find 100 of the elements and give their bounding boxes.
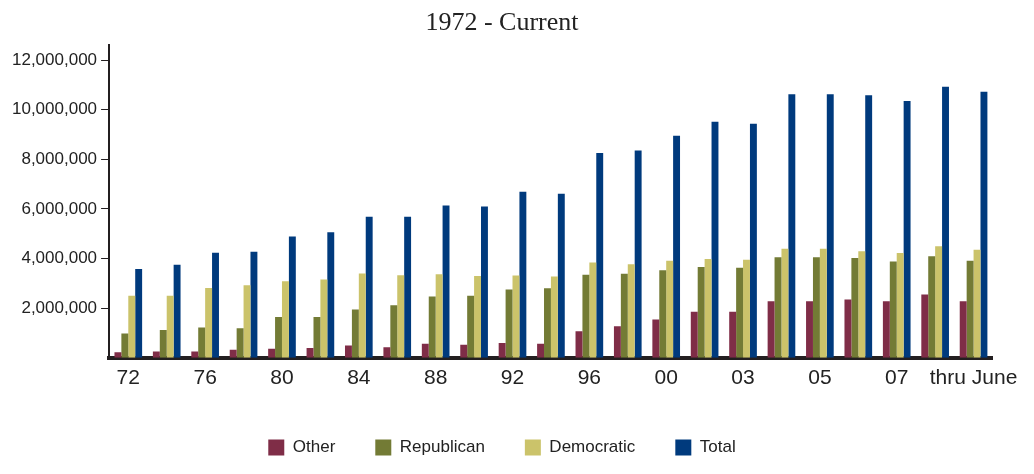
bar	[135, 268, 143, 358]
bar	[959, 301, 967, 358]
bar	[596, 153, 604, 358]
bar	[121, 333, 129, 358]
bar	[788, 94, 796, 358]
bar	[690, 311, 698, 358]
bar	[550, 276, 558, 358]
bar	[159, 330, 167, 358]
bar	[383, 347, 391, 358]
bar	[652, 319, 660, 358]
bar	[896, 253, 904, 358]
bar	[736, 267, 744, 358]
bar	[819, 248, 827, 358]
bar	[397, 275, 405, 358]
x-tick-label: 05	[808, 365, 832, 389]
bar	[935, 246, 943, 358]
legend-label: Total	[699, 437, 736, 457]
bar	[921, 294, 929, 358]
x-tick-label: 88	[423, 365, 448, 389]
bar	[212, 252, 219, 358]
x-tick-label: 76	[193, 365, 217, 389]
bar	[421, 343, 429, 358]
bar	[966, 260, 974, 358]
bar	[275, 317, 282, 358]
bar	[659, 270, 667, 358]
bar	[236, 328, 244, 358]
bar	[467, 295, 475, 358]
bar	[198, 327, 206, 358]
x-tick-label: 03	[731, 365, 755, 389]
bar	[250, 251, 258, 358]
bar	[673, 135, 681, 358]
bar	[851, 258, 859, 358]
y-tick-label: 8,000,000	[21, 149, 98, 169]
bar	[128, 295, 136, 358]
y-tick-label: 6,000,000	[21, 198, 98, 218]
bar	[704, 259, 712, 358]
bar	[812, 257, 820, 358]
bar	[826, 94, 834, 358]
bar	[313, 317, 321, 358]
bar	[268, 348, 276, 358]
bar	[589, 262, 597, 358]
bar	[666, 260, 674, 358]
bar	[844, 299, 852, 358]
x-tick-label: thru June	[929, 365, 1018, 389]
bar	[544, 288, 551, 358]
bar	[620, 273, 628, 358]
bar	[390, 305, 398, 358]
bar	[865, 95, 873, 358]
bar	[942, 86, 949, 358]
bar	[498, 342, 506, 358]
bar	[729, 311, 737, 358]
bar	[519, 191, 527, 358]
bar	[557, 193, 565, 358]
bar	[928, 256, 936, 358]
bar	[205, 288, 213, 358]
bar	[889, 261, 897, 358]
bar	[281, 281, 289, 358]
bar	[481, 206, 488, 358]
x-tick-label: 07	[885, 365, 909, 389]
x-tick-label: 80	[270, 365, 294, 389]
bar	[882, 301, 890, 358]
bar	[537, 343, 545, 358]
legend-label: Other	[292, 437, 336, 457]
x-tick-label: 96	[577, 365, 602, 389]
x-tick-label: 84	[347, 365, 371, 389]
bar	[344, 345, 352, 358]
bar	[173, 264, 181, 358]
bar	[634, 150, 642, 358]
bar	[697, 267, 705, 358]
bar	[858, 251, 866, 358]
bar	[460, 344, 468, 358]
bar	[743, 259, 750, 358]
bar	[980, 91, 988, 358]
x-tick-label: 92	[500, 365, 525, 389]
bar	[288, 236, 296, 358]
bar	[365, 216, 373, 358]
chart-title: 1972 - Current	[425, 7, 580, 37]
bar	[781, 248, 789, 358]
bar	[351, 309, 359, 358]
bar	[358, 273, 366, 358]
x-tick-label: 00	[654, 365, 678, 389]
bar	[114, 352, 122, 358]
bar	[749, 123, 757, 358]
bar	[806, 301, 813, 358]
bar	[404, 216, 412, 358]
bar	[903, 101, 911, 358]
bar	[428, 296, 436, 358]
y-tick-label: 10,000,000	[11, 99, 98, 119]
bar	[435, 274, 443, 358]
bar	[582, 274, 590, 358]
legend-label: Republican	[399, 437, 485, 457]
bar	[320, 279, 328, 358]
y-tick-label: 12,000,000	[11, 49, 98, 69]
y-tick-label: 2,000,000	[21, 297, 98, 317]
bar	[627, 264, 635, 358]
bar	[613, 326, 621, 358]
bar	[767, 301, 775, 358]
bar	[505, 289, 513, 358]
legend-label: Democratic	[549, 437, 636, 457]
y-tick-label: 4,000,000	[21, 248, 98, 268]
